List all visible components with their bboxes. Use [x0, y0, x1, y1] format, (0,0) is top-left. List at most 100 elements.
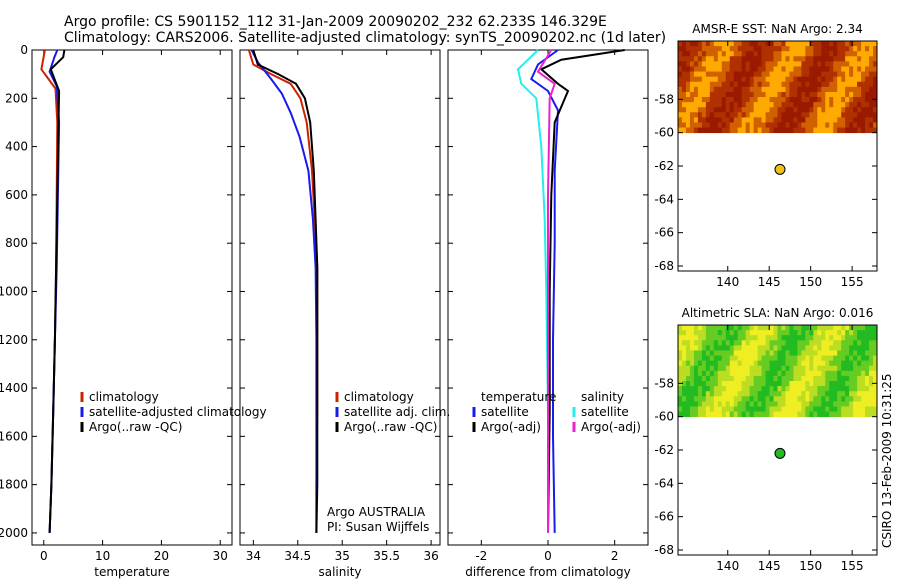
heatmap-cell	[833, 386, 838, 392]
heatmap-cell	[853, 56, 858, 62]
heatmap-cell	[829, 350, 834, 356]
heatmap-cell	[821, 97, 826, 103]
heatmap-cell	[825, 41, 830, 47]
heatmap-cell	[693, 411, 699, 418]
heatmap-cell	[845, 97, 850, 103]
heatmap-cell	[733, 391, 739, 397]
heatmap-cell	[725, 112, 731, 118]
heatmap-cell	[849, 406, 854, 412]
heatmap-cell	[801, 112, 806, 118]
heatmap-cell	[717, 112, 723, 118]
heatmap-cell	[757, 345, 762, 351]
heatmap-cell	[853, 375, 858, 382]
heatmap-cell	[809, 381, 814, 387]
heatmap-cell	[697, 127, 703, 134]
heatmap-cell	[773, 107, 778, 113]
heatmap-cell	[717, 86, 723, 93]
heatmap-cell	[709, 345, 715, 351]
heatmap-cell	[865, 71, 870, 78]
x-tick-label: 155	[841, 559, 864, 573]
heatmap-cell	[817, 360, 822, 367]
heatmap-cell	[737, 375, 743, 382]
heatmap-cell	[765, 335, 770, 341]
heatmap-cell	[678, 46, 683, 52]
heatmap-cell	[865, 365, 870, 372]
heatmap-cell	[865, 360, 870, 367]
heatmap-cell	[697, 117, 703, 123]
heatmap-cell	[769, 76, 774, 83]
heatmap-cell	[678, 355, 683, 362]
heatmap-cell	[853, 51, 858, 57]
heatmap-cell	[829, 46, 834, 52]
heatmap-cell	[841, 71, 846, 78]
heatmap-cell	[869, 117, 874, 123]
heatmap-cell	[861, 325, 866, 331]
heatmap-cell	[809, 107, 814, 113]
heatmap-cell	[817, 86, 822, 93]
argo-float-marker	[774, 163, 786, 175]
heatmap-cell	[833, 335, 838, 341]
heatmap-cell	[678, 91, 683, 98]
heatmap-cell	[797, 365, 802, 372]
heatmap-cell	[709, 381, 715, 387]
heatmap-cell	[729, 350, 735, 356]
heatmap-cell	[721, 335, 727, 341]
heatmap-cell	[733, 330, 739, 336]
heatmap-cell	[713, 107, 719, 113]
heatmap-cell	[689, 325, 695, 331]
heatmap-cell	[737, 122, 743, 128]
heatmap-cell	[749, 71, 755, 78]
heatmap-cell	[729, 127, 735, 134]
heatmap-cell	[813, 370, 818, 377]
heatmap-cell	[805, 335, 810, 341]
legend-item: Argo(-adj)	[581, 420, 641, 434]
heatmap-cell	[721, 340, 727, 346]
heatmap-cell	[849, 325, 854, 331]
heatmap-cell	[861, 107, 866, 113]
heatmap-cell	[681, 56, 687, 62]
y-tick-label: -68	[654, 543, 674, 557]
heatmap-cell	[729, 365, 735, 372]
heatmap-cell	[777, 127, 782, 134]
heatmap-cell	[733, 365, 739, 372]
heatmap-cell	[821, 391, 826, 397]
heatmap-cell	[753, 97, 758, 103]
heatmap-cell	[853, 122, 858, 128]
heatmap-cell	[729, 81, 735, 88]
heatmap-cell	[717, 51, 723, 57]
heatmap-cell	[685, 51, 691, 57]
heatmap-cell	[701, 335, 707, 341]
heatmap-cell	[733, 86, 739, 93]
heatmap-cell	[793, 46, 798, 52]
heatmap-cell	[809, 360, 814, 367]
heatmap-cell	[713, 127, 719, 134]
heatmap-cell	[817, 46, 822, 52]
heatmap-cell	[721, 391, 727, 397]
heatmap-cell	[869, 330, 874, 336]
heatmap-cell	[861, 406, 866, 412]
heatmap-cell	[678, 350, 683, 356]
heatmap-cell	[749, 396, 755, 402]
heatmap-cell	[737, 325, 743, 331]
heatmap-cell	[721, 76, 727, 83]
map-title: AMSR-E SST: NaN Argo: 2.34	[692, 22, 862, 36]
heatmap-cell	[873, 401, 878, 407]
heatmap-cell	[841, 56, 846, 62]
heatmap-cell	[769, 360, 774, 367]
heatmap-cell	[829, 370, 834, 377]
heatmap-cell	[769, 391, 774, 397]
heatmap-cell	[849, 391, 854, 397]
heatmap-cell	[777, 370, 782, 377]
heatmap-cell	[853, 340, 858, 346]
heatmap-cell	[873, 71, 878, 78]
heatmap-cell	[713, 355, 719, 362]
heatmap-cell	[849, 335, 854, 341]
heatmap-cell	[785, 386, 790, 392]
heatmap-cell	[701, 86, 707, 93]
heatmap-cell	[761, 365, 766, 372]
legend-item: climatology	[89, 390, 159, 404]
heatmap-cell	[717, 386, 723, 392]
legend-item: climatology	[344, 390, 414, 404]
heatmap-cell	[757, 112, 762, 118]
heatmap-cell	[813, 86, 818, 93]
